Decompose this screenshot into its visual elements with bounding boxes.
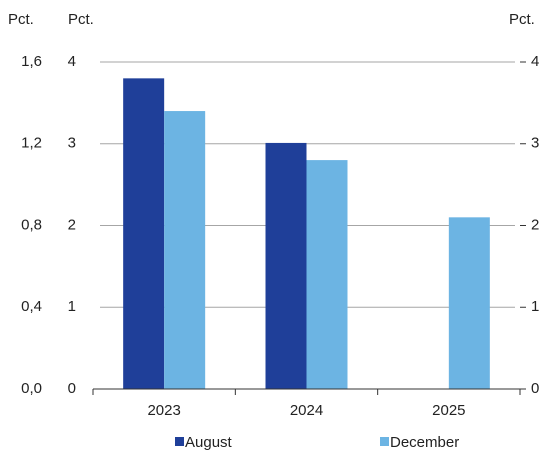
y2-tick-label: 3: [531, 135, 539, 152]
outer-tick-label: 0,4: [21, 298, 42, 315]
y-tick-label: 1: [68, 298, 76, 315]
y2-axis-label: Pct.: [509, 11, 535, 28]
bar: [448, 217, 490, 389]
bar: [265, 142, 307, 389]
x-tick-label: 2025: [432, 402, 465, 419]
y2-tick-label: 0: [531, 380, 539, 397]
bar: [164, 111, 206, 390]
x-tick-label: 2024: [290, 402, 323, 419]
outer-tick-label: 0,0: [21, 380, 42, 397]
legend-swatch: [380, 437, 389, 446]
y-tick-label: 4: [68, 53, 76, 70]
outer-tick-label: 1,6: [21, 53, 42, 70]
y-tick-label: 3: [68, 135, 76, 152]
bar: [123, 78, 165, 389]
y2-tick-label: 1: [531, 298, 539, 315]
legend-label: December: [390, 434, 459, 451]
outer-tick-label: 0,8: [21, 216, 42, 233]
outer-axis-label: Pct.: [8, 11, 34, 28]
y2-tick-label: 4: [531, 53, 539, 70]
y-tick-label: 2: [68, 216, 76, 233]
y2-tick-label: 2: [531, 216, 539, 233]
legend-label: August: [185, 434, 233, 451]
legend-swatch: [175, 437, 184, 446]
y-axis-label: Pct.: [68, 11, 94, 28]
x-tick-label: 2023: [147, 402, 180, 419]
y-tick-label: 0: [68, 380, 76, 397]
bar: [306, 160, 348, 389]
outer-tick-label: 1,2: [21, 135, 42, 152]
